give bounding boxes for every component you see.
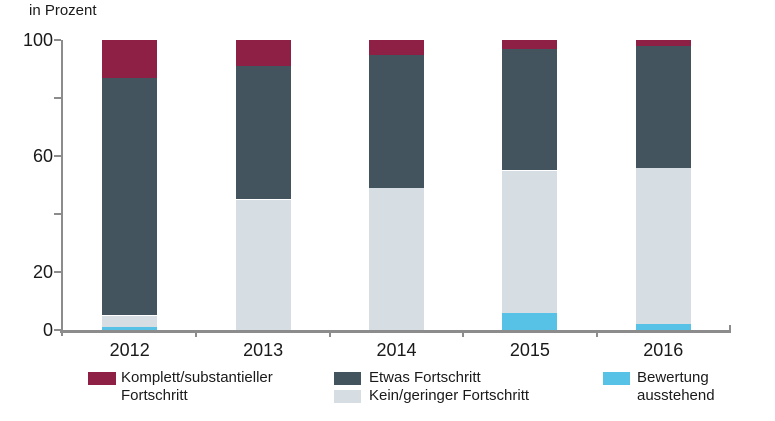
x-axis-line <box>60 330 731 333</box>
bar-segment-2012-3 <box>102 327 158 330</box>
bar-segment-2012-0 <box>102 40 158 78</box>
bar-segment-2016-3 <box>635 324 691 330</box>
y-axis-tick <box>54 39 61 41</box>
y-axis-tick <box>54 213 61 215</box>
bar-segment-2014-1 <box>369 54 424 188</box>
x-axis-category-label: 2012 <box>109 340 150 360</box>
y-axis-tick <box>54 329 61 331</box>
bar-segment-2014-0 <box>369 40 424 55</box>
y-axis-tick-label: 20 <box>32 262 53 282</box>
bar-segment-2012-2 <box>102 315 158 328</box>
legend-swatch-kein <box>334 390 361 403</box>
x-axis-tick <box>462 333 465 337</box>
x-axis-category-label: 2015 <box>509 340 550 360</box>
legend-swatch-etwas <box>334 372 361 385</box>
legend: Komplett/substantieller Fortschritt Etwa… <box>0 368 775 421</box>
x-axis-category-label: 2013 <box>243 340 284 360</box>
legend-label-komplett: Komplett/substantieller Fortschritt <box>121 369 273 405</box>
bar-segment-2013-1 <box>235 66 291 200</box>
bar-segment-2012-1 <box>102 77 158 316</box>
legend-label-bewertung-line2: ausstehend <box>637 387 715 404</box>
bar-segment-2015-2 <box>502 170 558 313</box>
legend-label-bewertung-line1: Bewertung <box>637 369 709 386</box>
y-axis-tick <box>54 271 61 273</box>
plot-area: 0 20 60 100 2012 2013 2014 2015 2016 <box>22 30 731 360</box>
x-axis-category-label: 2014 <box>376 340 417 360</box>
legend-label-komplett-line2: Fortschritt <box>121 387 188 404</box>
bar-segment-2016-0 <box>635 40 691 46</box>
bar-segment-2015-3 <box>502 312 558 330</box>
x-axis-tick <box>595 333 598 337</box>
x-axis-tick <box>328 333 331 337</box>
x-axis-tick <box>195 333 198 337</box>
y-axis-tick <box>54 155 61 157</box>
legend-label-kein: Kein/geringer Fortschritt <box>369 387 530 404</box>
y-axis-tick-label: 0 <box>42 320 53 340</box>
y-axis-tick-label: 60 <box>32 146 53 166</box>
legend-label-etwas: Etwas Fortschritt <box>369 369 481 386</box>
legend-swatch-bewertung <box>603 372 630 385</box>
legend-swatch-komplett <box>88 372 116 385</box>
legend-label-bewertung: Bewertung ausstehend <box>637 369 715 405</box>
bar-segment-2013-2 <box>235 199 291 330</box>
x-axis-end-tick <box>729 325 731 330</box>
bar-segment-2016-2 <box>635 167 691 325</box>
y-axis-tick-label: 100 <box>22 30 53 50</box>
bar-segment-2014-2 <box>369 187 424 330</box>
bar-segment-2013-0 <box>235 40 291 67</box>
y-axis-unit-label: in Prozent <box>29 2 97 19</box>
y-axis-line <box>61 40 63 336</box>
legend-label-komplett-line1: Komplett/substantieller <box>121 369 273 386</box>
x-axis-category-label: 2016 <box>643 340 684 360</box>
bar-segment-2016-1 <box>635 45 691 168</box>
bar-segment-2015-1 <box>502 48 558 171</box>
bar-segment-2015-0 <box>502 40 558 49</box>
y-axis-tick <box>54 97 61 99</box>
